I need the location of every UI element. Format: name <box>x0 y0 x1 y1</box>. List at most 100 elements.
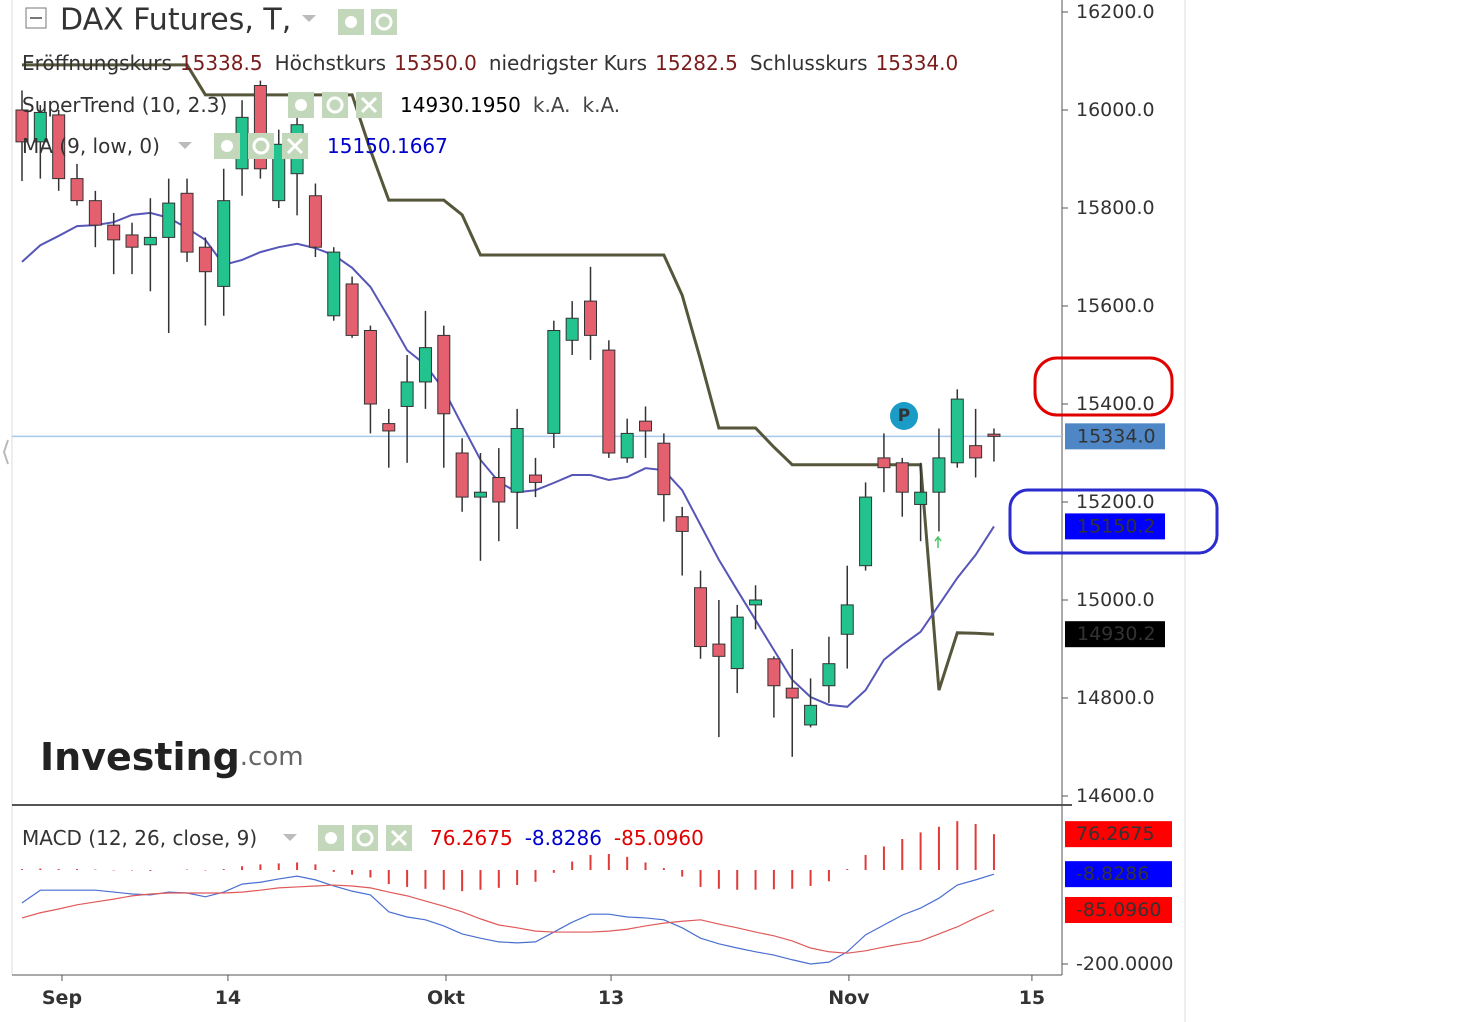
y-tick-label: -200.0000 <box>1076 953 1174 975</box>
candle-body <box>418 347 432 383</box>
ohlc-label: niedrigster Kurs <box>489 51 647 75</box>
candle-body <box>492 476 506 503</box>
candle-body <box>639 420 653 432</box>
price-badge-label: 14930.2 <box>1077 623 1156 645</box>
price-badge <box>1065 621 1165 648</box>
candle-body <box>363 329 377 405</box>
readout-value: -8.8286 <box>525 826 602 850</box>
dropdown-arrow[interactable] <box>302 15 316 22</box>
price-badge-label: 15334.0 <box>1077 425 1156 447</box>
x-tick-label: Sep <box>42 987 82 1009</box>
candle-body <box>932 457 946 493</box>
highlight-ellipse <box>1033 356 1174 417</box>
candle-body <box>510 427 524 493</box>
price-badge <box>1065 513 1165 540</box>
logo-name: Investing <box>40 735 240 779</box>
candle-body <box>455 452 469 498</box>
candle-body <box>88 200 102 226</box>
candle-body <box>15 109 29 143</box>
y-tick-label: 16000.0 <box>1076 99 1155 121</box>
close-icon <box>390 829 408 847</box>
candle-body <box>198 246 212 273</box>
x-tick-label: Nov <box>828 987 870 1009</box>
y-tick-label: 16200.0 <box>1076 1 1155 23</box>
ohlc-value: 15282.5 <box>655 51 738 75</box>
chart-title: DAX Futures, T, <box>60 3 291 38</box>
candle-body <box>143 236 157 246</box>
eye-icon <box>345 16 357 28</box>
ohlc-label: Höchstkurs <box>275 51 387 75</box>
candle-body <box>840 604 854 635</box>
candle-body <box>162 202 176 238</box>
panel-grip[interactable] <box>2 439 9 465</box>
logo-suffix: .com <box>240 742 304 772</box>
candle-body <box>327 251 341 317</box>
marker-label: P <box>898 406 910 426</box>
candle-body <box>33 111 47 143</box>
candle-body <box>437 334 451 415</box>
eye-icon <box>295 99 307 111</box>
macd-badge-label: -8.8286 <box>1076 863 1149 885</box>
candle-body <box>914 491 928 505</box>
settings-button[interactable] <box>248 133 274 159</box>
highlight-box <box>1008 488 1219 555</box>
ohlc-label: Eröffnungskurs <box>22 51 172 75</box>
y-tick-label: 15600.0 <box>1076 295 1155 317</box>
header-controls <box>25 7 412 851</box>
candle-body <box>804 704 818 726</box>
settings-button[interactable] <box>322 92 348 118</box>
candle-body <box>602 349 616 454</box>
macd-badge <box>1065 861 1172 888</box>
macd-badge-label: -85.0960 <box>1076 899 1161 921</box>
candle-body <box>473 491 487 498</box>
y-tick-label: 14600.0 <box>1076 785 1155 807</box>
dropdown-arrow[interactable] <box>283 834 297 841</box>
y-tick-label: 14800.0 <box>1076 687 1155 709</box>
gear-icon <box>252 137 270 155</box>
candle-body <box>969 445 983 459</box>
candle-body <box>767 658 781 687</box>
dropdown-arrow[interactable] <box>178 142 192 149</box>
x-tick-label: 14 <box>215 987 241 1009</box>
candle-body <box>950 398 964 464</box>
settings-button[interactable] <box>352 825 378 851</box>
y-tick-label: 15800.0 <box>1076 197 1155 219</box>
macd-readout: 76.2675 -8.8286 -85.0960 <box>430 826 704 850</box>
ohlc-value: 15350.0 <box>394 51 477 75</box>
price-badge-label: 15150.2 <box>1077 515 1156 537</box>
readout-value: k.A. <box>533 93 571 117</box>
close-icon <box>360 96 378 114</box>
candle-body <box>694 587 708 648</box>
candle-body <box>217 200 231 287</box>
indicator-readout: 15150.1667 <box>327 134 448 158</box>
candle-body <box>52 114 66 180</box>
candle-body <box>107 224 121 241</box>
candle-body <box>400 381 414 407</box>
macd-badge <box>1065 821 1172 848</box>
eye-icon <box>325 832 337 844</box>
indicator-readout: 14930.1950 k.A. k.A. <box>400 93 620 117</box>
readout-value: 15150.1667 <box>327 134 448 158</box>
candle-body <box>859 496 873 567</box>
candle-body <box>712 643 726 657</box>
candle-body <box>620 432 634 459</box>
marker-circle <box>890 402 918 430</box>
candle-body <box>657 442 671 496</box>
indicator-line <box>21 63 995 691</box>
candle-body <box>877 457 891 469</box>
settings-button[interactable] <box>371 9 397 35</box>
gear-icon <box>375 13 393 31</box>
candle-body <box>675 516 689 532</box>
readout-value: 14930.1950 <box>400 93 521 117</box>
readout-value: 76.2675 <box>430 826 513 850</box>
ohlc-label: Schlusskurs <box>750 51 868 75</box>
candle-body <box>180 192 194 253</box>
plot-layer: 14600.0 14800.0 15000.0 15200.0 15400.0 15600… <box>12 1 1174 1009</box>
ohlc-value: 15334.0 <box>876 51 959 75</box>
candle-body <box>749 599 763 606</box>
y-tick-label: 15200.0 <box>1076 491 1155 513</box>
candle-body <box>547 329 561 434</box>
